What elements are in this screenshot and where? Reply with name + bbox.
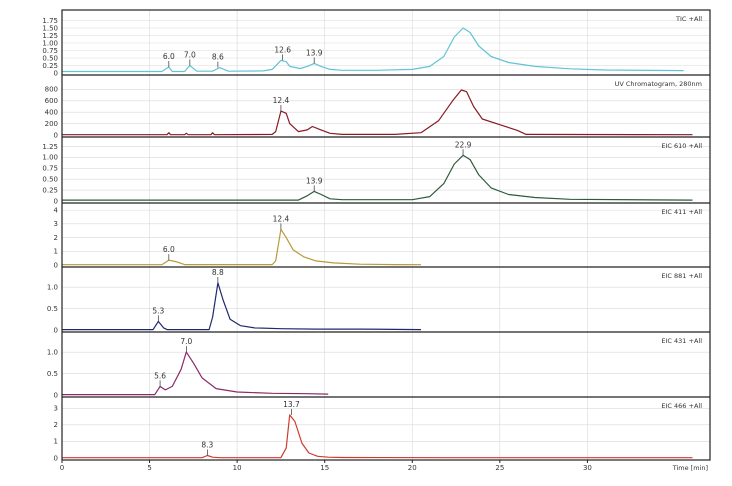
panel-1-peak-label: 12.6 [274,45,291,54]
panel-2-y-tick-label: 800 [45,86,58,94]
panel-4-peak-label: 6.0 [163,245,175,254]
panel-3-y-tick-label: 0.25 [42,186,58,194]
panel-1-y-tick-label: 1.75 [42,17,58,25]
panel-1-peak-label: 7.0 [184,51,196,60]
x-tick-label: 25 [495,464,504,472]
panel-7-series-line [62,414,693,459]
x-tick-label: 30 [583,464,592,472]
panel-1-y-tick-label: 1.25 [42,32,58,40]
plot-frame [61,9,711,461]
panel-5-y-tick-label: 0 [54,326,58,334]
panel-3-y-tick-label: 0 [54,197,58,205]
panel-7-peak-label: 8.3 [201,441,213,450]
panel-5-series-line [62,282,422,331]
panel-1-y-tick-label: 1.50 [42,24,58,32]
panel-6-y-tick-label: 1.0 [47,348,58,356]
panel-3-y-tick-label: 1.25 [42,143,58,151]
panel-2-y-tick-label: 400 [45,109,58,117]
panel-5-peak-label: 5.3 [152,306,164,315]
x-tick-label: 10 [233,464,242,472]
panel-3-y-tick-label: 0.75 [42,165,58,173]
panel-6-peak-label: 7.0 [180,337,192,346]
panel-3-peak-label: 22.9 [455,140,472,149]
panel-1-peak-label: 8.6 [212,53,224,62]
frame-layer [61,9,711,463]
panel-4-y-tick-label: 4 [54,206,59,214]
series-layer [62,27,693,459]
panel-6-y-tick-label: 0 [54,391,58,399]
panel-1-series-line [62,27,684,73]
panel-4-y-tick-label: 2 [54,234,58,242]
panel-6-series-line [62,351,329,396]
panel-7-y-tick-label: 0 [54,454,58,462]
panel-1-peak-label: 6.0 [163,52,175,61]
panel-3-y-tick-label: 1.00 [42,154,58,162]
panel-5-y-tick-label: 1.0 [47,283,58,291]
panel-6-title: EIC 431 +All [661,337,702,345]
panel-5-peak-label: 8.8 [212,268,224,277]
panel-3-title: EIC 610 +All [661,142,702,150]
panel-1-y-tick-label: 0.25 [42,62,58,70]
panel-4-y-tick-label: 1 [54,248,58,256]
panel-3-peak-label: 13.9 [306,176,323,185]
x-axis-title: Time [min] [672,464,708,472]
panel-1-y-tick-label: 0.50 [42,54,58,62]
panel-4-y-tick-label: 0 [54,261,58,269]
panel-2-y-tick-label: 0 [54,131,58,139]
panel-2-y-tick-label: 600 [45,97,58,105]
label-layer: 00.250.500.751.001.251.501.75 TIC +All6.0… [42,15,708,472]
panel-1-title: TIC +All [675,15,702,23]
panel-2-series-line [62,89,693,136]
panel-2-title: UV Chromatogram, 280nm [615,80,702,88]
panel-1-y-tick-label: 0.75 [42,47,58,55]
panel-7-y-tick-label: 1 [54,438,58,446]
panel-4-peak-label: 12.4 [273,214,290,223]
panel-4-y-tick-label: 3 [54,220,58,228]
panel-5-title: EIC 881 +All [661,272,702,280]
panel-1-y-tick-label: 0 [54,69,58,77]
panel-6-y-tick-label: 0.5 [47,370,58,378]
x-tick-label: 5 [147,464,151,472]
panel-7-peak-label: 13.7 [283,400,300,409]
panel-1-peak-label: 13.9 [306,48,323,57]
panel-2-y-tick-label: 200 [45,120,58,128]
panel-6-peak-label: 5.6 [154,371,166,380]
panel-3-y-tick-label: 0.50 [42,176,58,184]
panel-5-y-tick-label: 0.5 [47,305,58,313]
panel-2-peak-label: 12.4 [273,96,290,105]
x-tick-label: 20 [408,464,417,472]
panel-4-title: EIC 411 +All [661,208,702,216]
x-tick-label: 0 [60,464,64,472]
panel-4-series-line [62,228,422,266]
panel-1-y-tick-label: 1.00 [42,39,58,47]
panel-7-y-tick-label: 2 [54,421,58,429]
panel-7-title: EIC 466 +All [661,402,702,410]
x-tick-label: 15 [320,464,329,472]
panel-3-series-line [62,154,693,201]
panel-7-y-tick-label: 3 [54,405,58,413]
grid-layer [62,10,710,460]
